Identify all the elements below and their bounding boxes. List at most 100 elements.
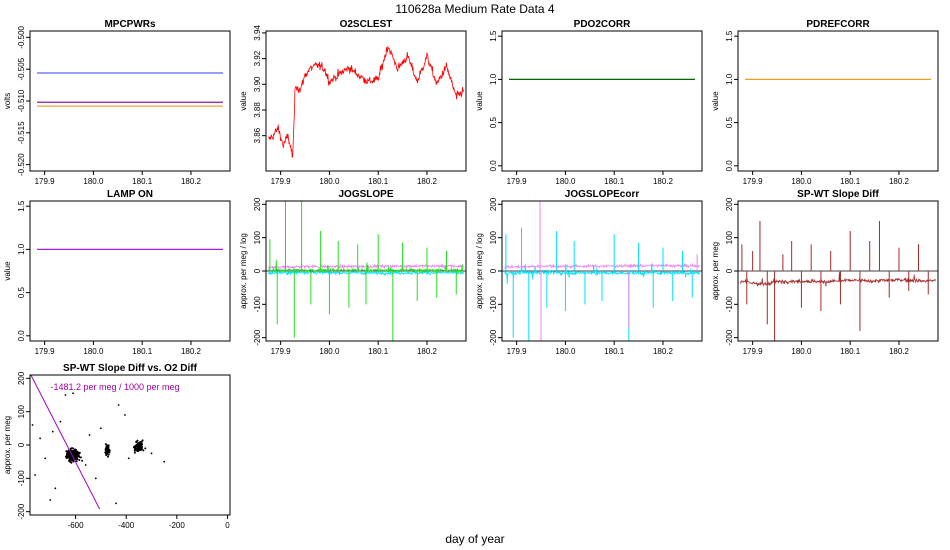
plot-frame bbox=[265, 30, 467, 172]
x-tick-label: 180.2 bbox=[417, 347, 438, 356]
scatter-point bbox=[69, 455, 72, 458]
x-tick-label: 180.2 bbox=[181, 347, 202, 356]
panel-spwt-slope-diff: SP-WT Slope Diff approx. per meg 179.9 180.… bbox=[711, 189, 939, 356]
panel-title: PDREFCORR bbox=[806, 19, 870, 30]
panel-title: JOGSLOPEcorr bbox=[565, 189, 640, 200]
scatter-point bbox=[137, 445, 140, 448]
scatter-point bbox=[108, 451, 111, 454]
x-tick-label: 180.0 bbox=[83, 177, 104, 186]
panel-title: JOGSLOPE bbox=[338, 189, 393, 200]
plot-area bbox=[30, 375, 166, 510]
y-tick-label: 200 bbox=[725, 197, 734, 211]
x-tick-label: 179.9 bbox=[271, 347, 292, 356]
scatter-point bbox=[139, 449, 142, 452]
y-tick-label: -200 bbox=[17, 503, 26, 520]
scatter-point bbox=[65, 453, 68, 456]
x-tick-label: 180.2 bbox=[889, 177, 910, 186]
panel-title: LAMP ON bbox=[107, 189, 153, 200]
x-tick-label: -600 bbox=[68, 521, 85, 530]
plot-area bbox=[502, 201, 702, 341]
scatter-point bbox=[139, 440, 142, 443]
x-tick-label: 180.1 bbox=[604, 177, 625, 186]
scatter-point bbox=[135, 440, 138, 443]
y-tick-label: -0.515 bbox=[17, 121, 26, 144]
plot-frame bbox=[29, 200, 231, 342]
scatter-point bbox=[81, 459, 84, 462]
x-tick-label: -200 bbox=[169, 521, 186, 530]
y-tick-label: -0.520 bbox=[17, 153, 26, 176]
fit-line bbox=[30, 375, 101, 510]
scatter-point bbox=[69, 454, 72, 457]
scatter-point bbox=[78, 459, 81, 462]
y-axis-label: approx. per meg bbox=[3, 416, 12, 474]
y-tick-label: 0.5 bbox=[489, 116, 498, 128]
scatter-point bbox=[140, 446, 143, 449]
scatter-outlier-point bbox=[64, 394, 67, 396]
scatter-point bbox=[133, 445, 136, 448]
scatter-outlier-point bbox=[163, 460, 166, 463]
y-tick-label: -0.505 bbox=[17, 57, 26, 80]
x-tick-label: 179.9 bbox=[507, 177, 528, 186]
x-tick-label: 180.0 bbox=[791, 347, 812, 356]
plot-area bbox=[37, 72, 223, 107]
panel-pdrefcorr: PDREFCORR value 179.9 180.0 180.1 180.2 0.0 0.5… bbox=[711, 19, 939, 186]
y-tick-label: 3.86 bbox=[253, 127, 262, 143]
y-axis-label: volts bbox=[3, 93, 12, 109]
scatter-outlier-point bbox=[49, 499, 52, 501]
y-axis-label: value bbox=[475, 91, 484, 111]
series-o2-scale bbox=[268, 46, 464, 158]
y-tick-label: 3.92 bbox=[253, 50, 262, 66]
scatter-point bbox=[136, 443, 139, 446]
y-tick-label: 0.5 bbox=[725, 116, 734, 128]
x-tick-label: 179.9 bbox=[743, 177, 764, 186]
x-tick-label: 180.0 bbox=[555, 177, 576, 186]
x-tick-label: 179.9 bbox=[35, 177, 56, 186]
y-tick-label: 0 bbox=[725, 268, 734, 273]
series-slope-diff bbox=[740, 271, 936, 287]
y-axis-label: value bbox=[239, 91, 248, 111]
scatter-point bbox=[133, 449, 136, 452]
scatter-outlier-point bbox=[31, 424, 34, 426]
x-tick-label: -400 bbox=[118, 521, 135, 530]
y-tick-label: 1.0 bbox=[17, 243, 26, 255]
scatter-point bbox=[137, 450, 140, 453]
plot-area bbox=[738, 221, 938, 341]
plot-frame bbox=[29, 374, 231, 516]
scatter-point bbox=[144, 447, 147, 450]
scatter-outlier-point bbox=[39, 437, 42, 440]
scatter-point bbox=[138, 443, 141, 446]
figure-title: 110628a Medium Rate Data 4 bbox=[395, 2, 555, 16]
y-tick-label: 0.0 bbox=[489, 160, 498, 172]
scatter-outlier-point bbox=[51, 430, 54, 433]
shared-x-axis-label: day of year bbox=[445, 532, 504, 546]
y-axis-label: value bbox=[3, 261, 12, 281]
y-tick-label: 0.5 bbox=[17, 286, 26, 298]
x-tick-label: 180.2 bbox=[653, 177, 674, 186]
y-tick-label: -200 bbox=[725, 329, 734, 346]
scatter-outlier-point bbox=[44, 457, 47, 460]
y-tick-label: 1.5 bbox=[17, 200, 26, 212]
scatter-point bbox=[108, 448, 111, 451]
y-tick-label: -100 bbox=[253, 296, 262, 313]
x-tick-label: 180.1 bbox=[368, 347, 389, 356]
scatter-outlier-point bbox=[99, 427, 102, 430]
y-axis-label: approx. per meg / log bbox=[475, 233, 484, 309]
y-tick-label: 100 bbox=[489, 230, 498, 244]
y-tick-label: 200 bbox=[253, 197, 262, 211]
y-tick-label: 1.0 bbox=[725, 73, 734, 85]
scatter-outlier-point bbox=[115, 502, 117, 505]
scatter-point bbox=[71, 450, 74, 453]
y-tick-label: 1.5 bbox=[489, 30, 498, 42]
plot-frame bbox=[501, 30, 703, 172]
y-axis-label: approx. per meg / log bbox=[239, 233, 248, 309]
y-tick-label: -200 bbox=[253, 329, 262, 346]
y-tick-label: 3.90 bbox=[253, 76, 262, 92]
panel-scatter-slope-vs-o2: SP-WT Slope Diff vs. O2 Diff approx. per … bbox=[3, 363, 231, 530]
y-tick-label: -0.500 bbox=[17, 25, 26, 48]
y-tick-label: -200 bbox=[489, 329, 498, 346]
y-tick-label: 0.0 bbox=[725, 160, 734, 172]
x-tick-label: 179.9 bbox=[743, 347, 764, 356]
x-tick-label: 180.0 bbox=[319, 177, 340, 186]
x-tick-label: 0 bbox=[225, 521, 230, 530]
